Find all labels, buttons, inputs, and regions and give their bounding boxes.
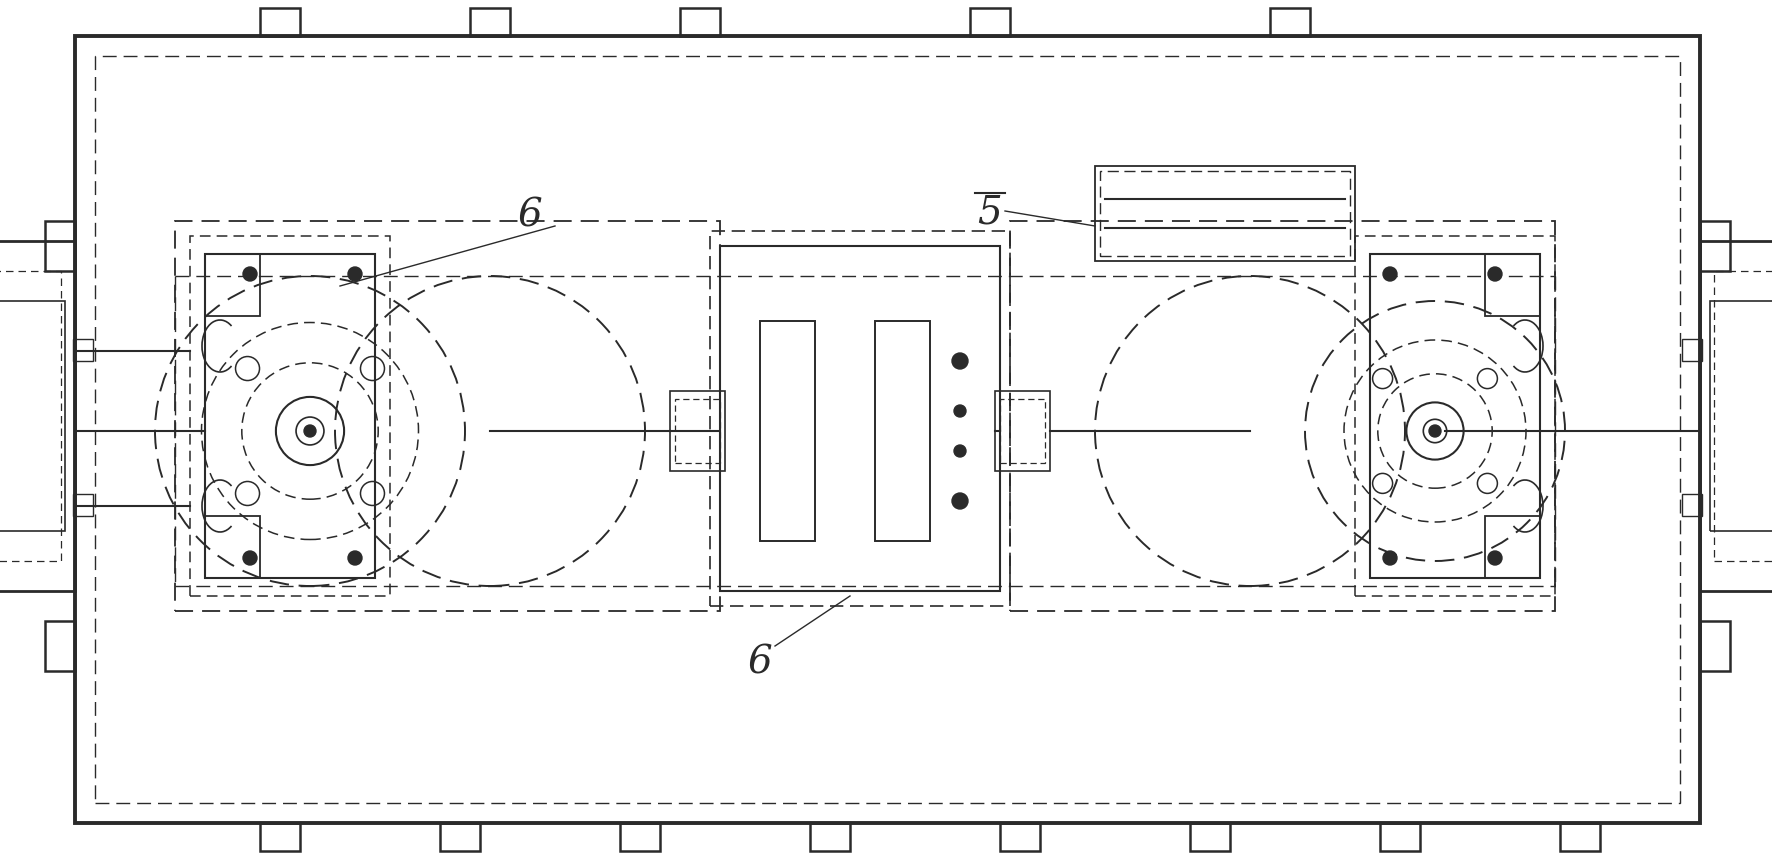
Bar — [1485, 254, 1540, 316]
Bar — [999, 823, 1040, 851]
Circle shape — [953, 495, 966, 507]
Circle shape — [953, 355, 966, 367]
Bar — [73, 494, 92, 516]
Circle shape — [1382, 551, 1396, 565]
Bar — [670, 391, 725, 471]
Text: 6: 6 — [517, 197, 542, 234]
Bar — [996, 391, 1051, 471]
Bar — [1010, 221, 1556, 611]
Bar — [0, 241, 74, 591]
Bar — [1370, 254, 1540, 578]
Circle shape — [243, 551, 257, 565]
Bar — [1682, 339, 1701, 361]
Circle shape — [1488, 267, 1503, 281]
Circle shape — [1488, 551, 1503, 565]
Circle shape — [1382, 267, 1396, 281]
Bar — [1714, 271, 1772, 561]
Bar — [260, 823, 299, 851]
Bar — [711, 231, 1010, 606]
Bar — [1710, 301, 1772, 531]
Text: 5: 5 — [978, 195, 1003, 232]
Circle shape — [347, 551, 361, 565]
Bar — [206, 254, 376, 578]
Bar — [1699, 241, 1772, 591]
Bar — [1559, 823, 1600, 851]
Bar — [1380, 823, 1419, 851]
Bar — [44, 621, 74, 671]
Circle shape — [347, 267, 361, 281]
Text: 6: 6 — [748, 645, 773, 682]
Bar — [1191, 823, 1230, 851]
Bar — [1485, 516, 1540, 578]
Bar — [0, 301, 66, 531]
Bar — [260, 8, 299, 36]
Bar — [810, 823, 851, 851]
Circle shape — [305, 425, 315, 437]
Bar — [206, 254, 260, 316]
Bar — [680, 8, 719, 36]
Bar — [969, 8, 1010, 36]
Circle shape — [953, 405, 966, 417]
Bar — [190, 236, 390, 596]
Bar — [719, 246, 999, 591]
Bar — [1682, 494, 1701, 516]
Bar — [1095, 166, 1356, 261]
Bar — [1100, 171, 1350, 256]
Bar — [44, 221, 74, 271]
Bar — [875, 321, 930, 541]
Bar — [0, 271, 60, 561]
Bar — [96, 56, 1680, 803]
Bar — [760, 321, 815, 541]
Bar — [175, 221, 719, 611]
Bar — [675, 399, 719, 463]
Circle shape — [953, 445, 966, 457]
Bar — [1271, 8, 1310, 36]
Circle shape — [952, 353, 968, 369]
Bar — [1699, 221, 1729, 271]
Bar — [1356, 236, 1556, 596]
Bar — [999, 399, 1045, 463]
Circle shape — [243, 267, 257, 281]
Bar — [470, 8, 510, 36]
Bar — [73, 339, 92, 361]
Bar — [439, 823, 480, 851]
Bar — [1699, 621, 1729, 671]
Circle shape — [1428, 425, 1441, 437]
Bar — [620, 823, 659, 851]
Circle shape — [952, 493, 968, 509]
Bar — [206, 516, 260, 578]
